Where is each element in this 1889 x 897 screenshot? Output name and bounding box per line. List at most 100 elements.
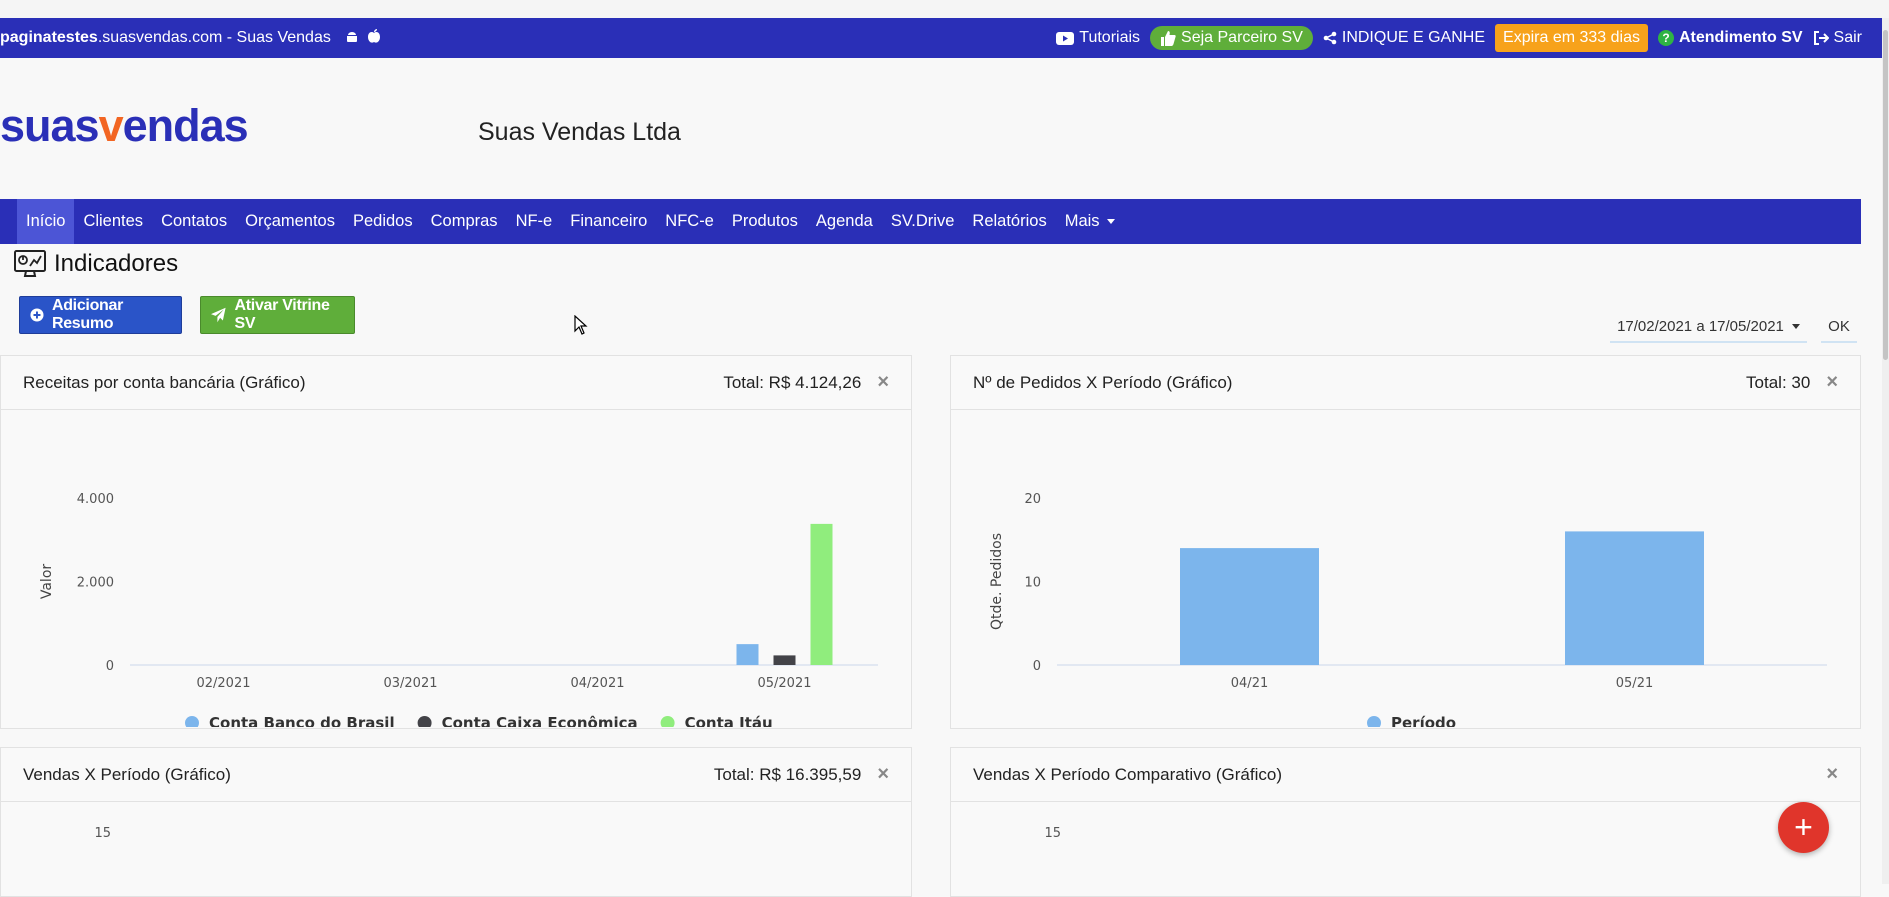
parceiro-button[interactable]: Seja Parceiro SV xyxy=(1150,26,1313,50)
scrollbar-thumb[interactable] xyxy=(1883,30,1888,360)
y-tick-label: 4.000 xyxy=(77,492,114,507)
nav-produtos[interactable]: Produtos xyxy=(731,212,798,230)
x-tick-label: 03/2021 xyxy=(383,676,437,691)
nav-svdrive[interactable]: SV.Drive xyxy=(890,212,955,230)
legend-label: Conta Banco do Brasil xyxy=(209,714,395,727)
panel-header: Vendas X Período Comparativo (Gráfico) × xyxy=(951,748,1860,802)
nav-orcamentos[interactable]: Orçamentos xyxy=(245,212,335,230)
ok-button[interactable]: OK xyxy=(1821,312,1857,343)
x-tick-label: 04/2021 xyxy=(570,676,624,691)
legend-marker xyxy=(1367,716,1381,727)
panel-total: Total: R$ 4.124,26 xyxy=(723,372,862,392)
atendimento-link[interactable]: ? Atendimento SV xyxy=(1657,29,1803,47)
legend-marker xyxy=(417,716,432,727)
page-title-row: Indicadores xyxy=(14,250,178,278)
youtube-icon xyxy=(1056,31,1075,45)
suasvendas-logo[interactable]: suasvendas xyxy=(0,100,249,151)
panel-pedidos: Nº de Pedidos X Período (Gráfico) Total:… xyxy=(950,355,1861,729)
legend-label: Conta Caixa Econômica xyxy=(442,714,638,727)
sair-label: Sair xyxy=(1833,29,1862,46)
indique-label: INDIQUE E GANHE xyxy=(1341,29,1486,46)
panel-title: Vendas X Período (Gráfico) xyxy=(23,764,231,784)
apple-icon[interactable] xyxy=(367,29,381,47)
panel-total: Total: R$ 16.395,59 xyxy=(713,764,862,784)
nav-nfe[interactable]: NF-e xyxy=(515,212,553,230)
panel-header: Nº de Pedidos X Período (Gráfico) Total:… xyxy=(951,356,1860,410)
expira-badge[interactable]: Expira em 333 dias xyxy=(1495,24,1648,52)
indique-link[interactable]: INDIQUE E GANHE xyxy=(1323,29,1485,47)
nav-nfce[interactable]: NFC-e xyxy=(665,212,714,230)
panel-receitas: Receitas por conta bancária (Gráfico) To… xyxy=(0,355,912,729)
panel-comparativo: Vendas X Período Comparativo (Gráfico) ×… xyxy=(950,747,1861,897)
bar xyxy=(736,644,759,665)
nav-clientes[interactable]: Clientes xyxy=(83,212,144,230)
close-icon[interactable]: × xyxy=(1826,763,1838,785)
logout-icon xyxy=(1813,31,1829,45)
thumbs-up-icon xyxy=(1161,30,1176,46)
legend-marker xyxy=(185,716,199,727)
share-icon xyxy=(1323,31,1337,45)
paper-plane-icon xyxy=(211,307,226,323)
nav-agenda[interactable]: Agenda xyxy=(815,212,873,230)
help-icon: ? xyxy=(1657,30,1674,46)
mouse-cursor-icon xyxy=(574,315,588,335)
close-icon[interactable]: × xyxy=(877,763,889,785)
receitas-chart: 0 2.000 4.000 Valor 02/2021 03/2021 04/2021 05/… xyxy=(39,492,878,727)
y-tick-label: 10 xyxy=(1024,576,1041,591)
main-nav: Início Clientes Contatos Orçamentos Pedi… xyxy=(0,199,1861,244)
atendimento-label: Atendimento SV xyxy=(1678,29,1803,46)
sair-link[interactable]: Sair xyxy=(1813,29,1862,47)
legend-marker xyxy=(660,716,675,727)
panel-vendas: Vendas X Período (Gráfico) Total: R$ 16.… xyxy=(0,747,912,897)
nav-pedidos[interactable]: Pedidos xyxy=(352,212,413,230)
android-icon[interactable] xyxy=(345,30,359,47)
nav-mais[interactable]: Mais xyxy=(1056,199,1124,244)
x-tick-label: 04/21 xyxy=(1231,676,1268,691)
y-tick-label: 15 xyxy=(1044,826,1061,841)
nav-inicio[interactable]: Início xyxy=(17,199,75,244)
chevron-down-icon xyxy=(1791,324,1800,329)
close-icon[interactable]: × xyxy=(877,371,889,393)
nav-mais-label: Mais xyxy=(1064,212,1100,230)
date-range-label: 17/02/2021 a 17/05/2021 xyxy=(1617,318,1784,335)
vitrine-button[interactable]: Ativar Vitrine SV xyxy=(200,296,355,334)
panel-title: Receitas por conta bancária (Gráfico) xyxy=(23,372,306,392)
bar xyxy=(1565,531,1704,665)
y-tick-label: 2.000 xyxy=(77,576,114,591)
y-tick-label: 15 xyxy=(94,826,111,841)
vitrine-label: Ativar Vitrine SV xyxy=(234,297,330,332)
browser-strip xyxy=(0,0,1889,19)
expira-label: Expira em 333 dias xyxy=(1503,29,1640,46)
parceiro-label: Seja Parceiro SV xyxy=(1181,29,1303,46)
company-name: Suas Vendas Ltda xyxy=(478,118,681,146)
x-tick-label: 02/2021 xyxy=(196,676,250,691)
nav-financeiro[interactable]: Financeiro xyxy=(570,212,648,230)
nav-relatorios[interactable]: Relatórios xyxy=(972,212,1047,230)
y-tick-label: 0 xyxy=(106,659,114,674)
dashboard-monitor-icon xyxy=(14,250,46,277)
tutoriais-link[interactable]: Tutoriais xyxy=(1056,29,1140,47)
y-axis-label: Valor xyxy=(39,564,55,600)
legend-label: Período xyxy=(1391,714,1456,727)
close-icon[interactable]: × xyxy=(1826,371,1838,393)
page-title: Indicadores xyxy=(54,250,179,277)
x-tick-label: 05/2021 xyxy=(757,676,811,691)
add-summary-button[interactable]: Adicionar Resumo xyxy=(19,296,182,334)
y-tick-label: 0 xyxy=(1033,659,1041,674)
panel-header: Vendas X Período (Gráfico) Total: R$ 16.… xyxy=(1,748,911,802)
scrollbar[interactable] xyxy=(1882,18,1889,884)
panel-header: Receitas por conta bancária (Gráfico) To… xyxy=(1,356,911,410)
panel-total: Total: 30 xyxy=(1746,372,1811,392)
plus-circle-icon xyxy=(30,308,44,322)
y-axis-label: Qtde. Pedidos xyxy=(989,533,1005,630)
site-name: paginatestes.suasvendas.com - Suas Venda… xyxy=(0,29,331,46)
bar xyxy=(773,655,796,665)
legend-label: Conta Itáu xyxy=(685,714,773,727)
vendas-chart: 15 xyxy=(94,826,111,841)
date-range-select[interactable]: 17/02/2021 a 17/05/2021 xyxy=(1610,312,1807,343)
nav-contatos[interactable]: Contatos xyxy=(161,212,228,230)
bar xyxy=(810,523,833,665)
add-summary-label: Adicionar Resumo xyxy=(51,297,124,332)
nav-compras[interactable]: Compras xyxy=(430,212,498,230)
add-fab-button[interactable]: + xyxy=(1778,802,1829,853)
